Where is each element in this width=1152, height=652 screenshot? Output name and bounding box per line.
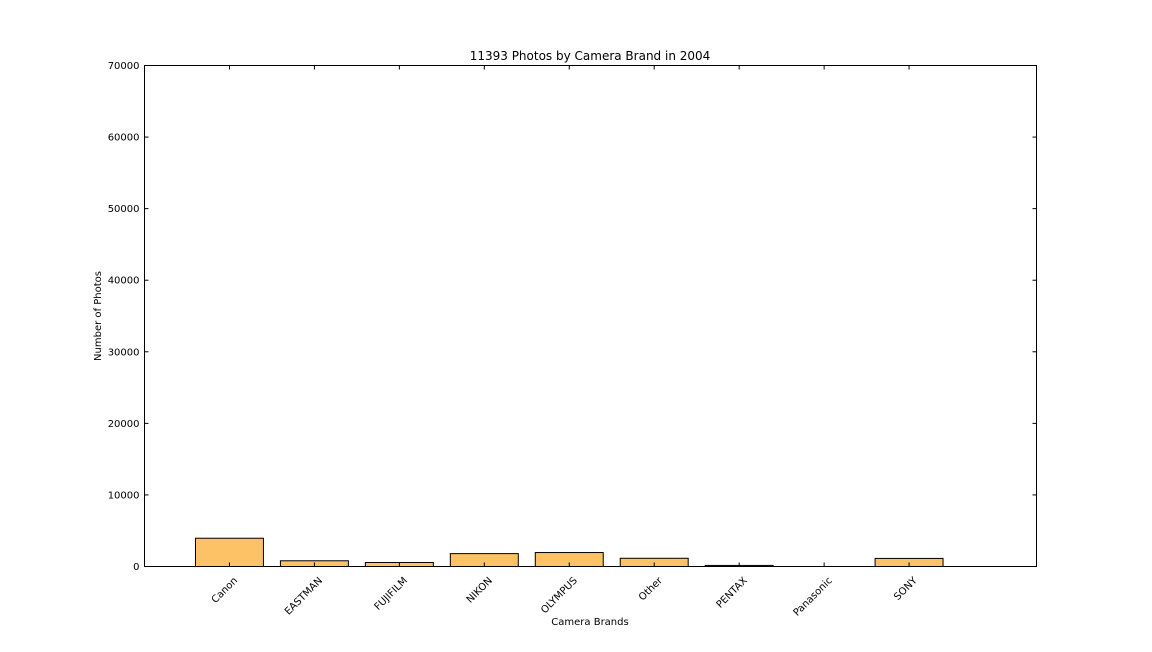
ticks-layer: Canon EASTMAN FUJIFILM NIKON OLYMPUS Other PEN… <box>108 61 1037 619</box>
x-tick-label: PENTAX <box>715 575 750 610</box>
y-tick-label: 60000 <box>108 133 140 144</box>
x-tick-label: Panasonic <box>792 575 835 618</box>
y-tick-label: 10000 <box>108 490 140 501</box>
plot-frame <box>144 65 1037 567</box>
y-tick-label: 20000 <box>108 419 140 430</box>
x-tick-label: SONY <box>892 575 920 603</box>
x-tick-label: NIKON <box>465 575 495 605</box>
x-tick-label: FUJIFILM <box>373 575 410 612</box>
y-tick-label: 30000 <box>108 347 140 358</box>
bar-canon <box>194 537 264 568</box>
x-axis-title: Camera Brands <box>551 617 628 628</box>
x-tick-label: Canon <box>210 575 240 605</box>
y-tick-label: 0 <box>133 562 139 573</box>
y-tick-label: 50000 <box>108 204 140 215</box>
y-axis-title: Number of Photos <box>93 271 104 361</box>
chart-title: 11393 Photos by Camera Brand in 2004 <box>470 49 711 63</box>
y-tick-label: 40000 <box>108 276 140 287</box>
y-tick-label: 70000 <box>108 61 140 72</box>
x-tick-label: Other <box>637 575 665 603</box>
x-tick-label: OLYMPUS <box>539 575 580 616</box>
x-tick-label: EASTMAN <box>283 575 325 617</box>
bars-layer <box>194 537 944 568</box>
